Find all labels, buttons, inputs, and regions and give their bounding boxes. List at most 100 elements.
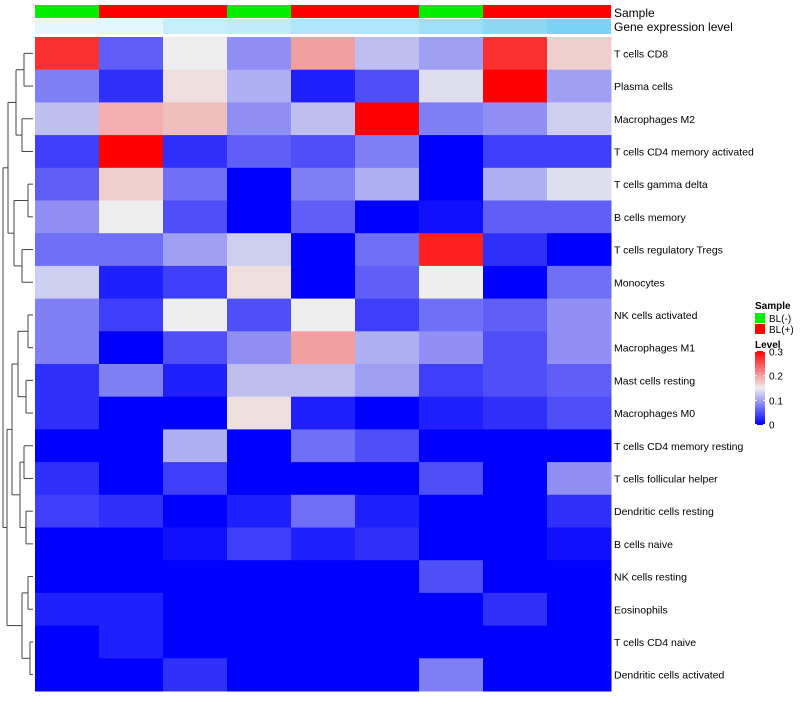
heatmap-cell — [547, 396, 612, 430]
heatmap-cell — [227, 200, 292, 234]
heatmap-cell — [483, 592, 548, 627]
heatmap-cell — [419, 396, 484, 430]
row-label: T cells CD4 memory activated — [614, 146, 754, 158]
row-label: T cells CD8 — [614, 48, 668, 60]
heatmap-cell — [35, 396, 100, 430]
heatmap-cell — [99, 233, 164, 267]
heatmap-cell — [99, 625, 164, 659]
sample-annotation-cell — [35, 5, 99, 18]
heatmap-cell — [355, 298, 420, 332]
heatmap-cell — [35, 102, 100, 136]
heatmap-cell — [483, 69, 548, 103]
heatmap-cell — [227, 560, 292, 594]
heatmap-cell — [355, 331, 420, 365]
heatmap-cell — [291, 102, 356, 136]
heatmap-cell — [355, 69, 420, 103]
row-label: Mast cells resting — [614, 375, 695, 387]
level-colorbar — [755, 351, 765, 425]
heatmap-cell — [99, 265, 164, 300]
row-label: Dendritic cells activated — [614, 670, 724, 682]
heatmap-cell — [483, 560, 548, 594]
gene-expression-annotation-cell — [35, 19, 99, 34]
heatmap-cell — [547, 527, 612, 561]
heatmap-cell — [163, 560, 228, 594]
heatmap-cell — [483, 37, 548, 71]
heatmap-cell — [355, 494, 420, 528]
heatmap-cell — [291, 396, 356, 430]
heatmap-cell — [483, 462, 548, 496]
heatmap-cell — [547, 658, 612, 692]
heatmap-cell — [227, 527, 292, 561]
heatmap-cell — [547, 592, 612, 627]
heatmap-cell — [483, 233, 548, 267]
heatmap-cell — [163, 462, 228, 496]
heatmap-cell — [483, 200, 548, 234]
heatmap-cell — [355, 364, 420, 398]
heatmap-cell — [355, 37, 420, 71]
row-label: B cells naive — [614, 539, 673, 551]
heatmap-cell — [483, 265, 548, 300]
row-label: Plasma cells — [614, 81, 673, 93]
heatmap-cell — [355, 592, 420, 627]
heatmap-cell — [227, 462, 292, 496]
heatmap-cell — [419, 331, 484, 365]
heatmap-cell — [163, 37, 228, 71]
heatmap-cell — [355, 625, 420, 659]
heatmap-cell — [291, 167, 356, 201]
gene-expression-annotation-label: Gene expression level — [614, 20, 733, 34]
row-label: T cells regulatory Tregs — [614, 245, 723, 257]
heatmap-cell — [419, 494, 484, 528]
heatmap-cell — [547, 625, 612, 659]
heatmap-cell — [163, 135, 228, 169]
heatmap-cell — [99, 494, 164, 528]
heatmap-cell — [99, 364, 164, 398]
heatmap-cells — [35, 37, 612, 692]
legend-level-label: 0 — [769, 421, 775, 432]
heatmap-cell — [291, 298, 356, 332]
row-label: T cells gamma delta — [614, 179, 708, 191]
heatmap-cell — [99, 298, 164, 332]
heatmap-cell — [419, 462, 484, 496]
heatmap-cell — [483, 135, 548, 169]
heatmap-cell — [291, 69, 356, 103]
heatmap-cell — [163, 233, 228, 267]
heatmap-cell — [483, 331, 548, 365]
heatmap-cell — [547, 298, 612, 332]
heatmap-cell — [35, 331, 100, 365]
heatmap-cell — [99, 462, 164, 496]
heatmap-cell — [99, 429, 164, 463]
heatmap-cell — [355, 233, 420, 267]
heatmap-cell — [547, 429, 612, 463]
heatmap-cell — [355, 102, 420, 136]
heatmap-cell — [547, 135, 612, 169]
heatmap-cell — [355, 658, 420, 692]
row-label: T cells CD4 memory resting — [614, 441, 743, 453]
heatmap-cell — [355, 527, 420, 561]
heatmap-cell — [419, 69, 484, 103]
heatmap-cell — [419, 364, 484, 398]
row-label: NK cells activated — [614, 310, 698, 322]
heatmap-cell — [547, 560, 612, 594]
heatmap-cell — [291, 592, 356, 627]
heatmap-cell — [419, 167, 484, 201]
heatmap-cell — [547, 331, 612, 365]
heatmap-cell — [355, 462, 420, 496]
heatmap-cell — [35, 135, 100, 169]
heatmap-cell — [35, 37, 100, 71]
row-label: NK cells resting — [614, 572, 687, 584]
heatmap-cell — [99, 658, 164, 692]
heatmap-cell — [547, 364, 612, 398]
heatmap-cell — [483, 429, 548, 463]
heatmap-cell — [99, 69, 164, 103]
heatmap-cell — [99, 37, 164, 71]
heatmap-cell — [227, 494, 292, 528]
legend-level-label: 0.2 — [769, 372, 783, 383]
heatmap-cell — [35, 625, 100, 659]
heatmap-cell — [227, 233, 292, 267]
heatmap-cell — [355, 265, 420, 300]
heatmap-cell — [291, 429, 356, 463]
heatmap-cell — [355, 200, 420, 234]
heatmap-cell — [163, 364, 228, 398]
heatmap-cell — [35, 560, 100, 594]
